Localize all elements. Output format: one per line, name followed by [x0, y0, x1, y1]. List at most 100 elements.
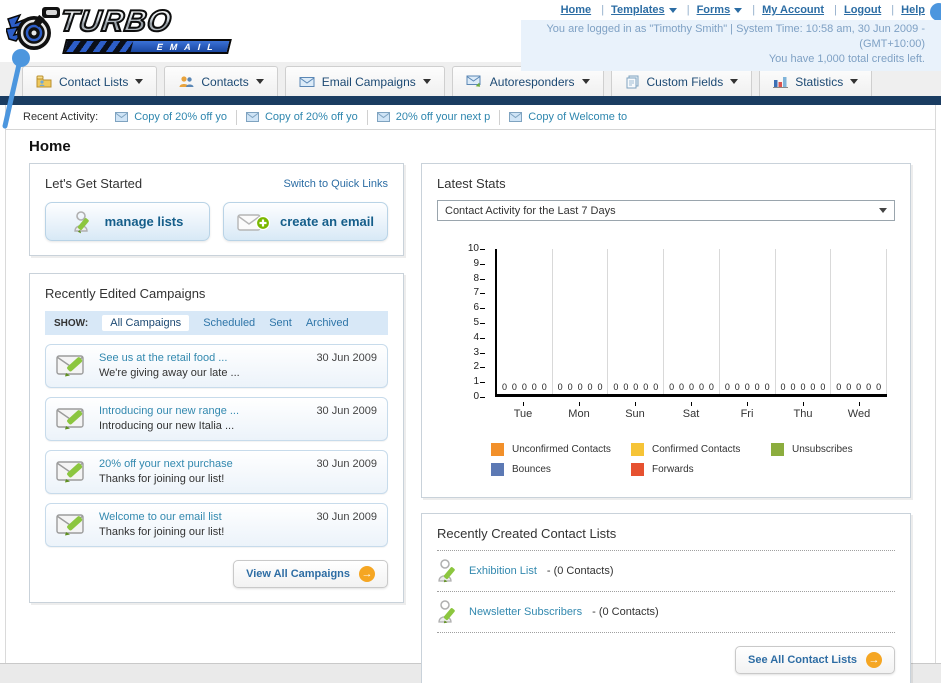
chart-ytick-label: 7: [473, 287, 479, 299]
legend-item: Forwards: [631, 463, 771, 476]
latest-stats-panel: Latest Stats Contact Activity for the La…: [421, 163, 911, 498]
main-content: Home Let's Get Started Switch to Quick L…: [5, 130, 936, 683]
chart-ytick-mark: [480, 278, 485, 280]
custom-fields-pages-icon: [625, 75, 640, 89]
person-pencil-icon: [72, 210, 96, 234]
switch-quick-links-link[interactable]: Switch to Quick Links: [283, 177, 388, 190]
logo-email-text: EMAIL: [155, 41, 222, 52]
contact-lists-panel: Recently Created Contact Lists Exhibitio…: [421, 513, 911, 683]
chart-ytick-mark: [480, 352, 485, 354]
contact-list-name-link[interactable]: Newsletter Subscribers: [469, 606, 583, 618]
navy-divider-bar: [0, 96, 941, 105]
legend-label: Unsubscribes: [792, 444, 853, 455]
nav-help[interactable]: Help: [884, 4, 925, 16]
nav-logout[interactable]: Logout: [827, 4, 881, 16]
campaign-row[interactable]: See us at the retail food ... We're givi…: [45, 344, 388, 388]
tab-label: Autoresponders: [489, 74, 575, 89]
get-started-panel: Let's Get Started Switch to Quick Links …: [29, 163, 404, 256]
chart-ytick-label: 2: [473, 361, 479, 373]
contact-list-count: - (0 Contacts): [546, 565, 614, 577]
campaign-row[interactable]: 20% off your next purchase Thanks for jo…: [45, 450, 388, 494]
contact-list-name-link[interactable]: Exhibition List: [469, 565, 537, 577]
chevron-down-icon: [422, 79, 431, 84]
campaign-title-link[interactable]: Welcome to our email list: [99, 511, 222, 523]
nav-my-account[interactable]: My Account: [745, 4, 824, 16]
see-all-contact-lists-button[interactable]: See All Contact Lists →: [734, 646, 895, 674]
chevron-down-icon: [135, 79, 144, 84]
recent-activity-item[interactable]: Copy of 20% off yo: [237, 109, 368, 125]
envelope-icon: [299, 76, 315, 88]
nav-forms[interactable]: Forms: [680, 4, 743, 16]
orange-arrow-icon: →: [359, 566, 375, 582]
chevron-down-icon: [255, 79, 264, 84]
view-all-campaigns-button[interactable]: View All Campaigns →: [233, 560, 388, 588]
chart-ytick-mark: [480, 397, 485, 398]
campaign-title-link[interactable]: See us at the retail food ...: [99, 352, 228, 364]
campaign-filter-bar: SHOW: All Campaigns Scheduled Sent Archi…: [45, 311, 388, 335]
campaign-subtitle: Thanks for joining our list!: [99, 526, 225, 538]
legend-swatch: [491, 463, 504, 476]
campaign-title-link[interactable]: 20% off your next purchase: [99, 458, 233, 470]
campaign-row[interactable]: Introducing our new range ... Introducin…: [45, 397, 388, 441]
recent-activity-item[interactable]: 20% off your next p: [368, 109, 501, 125]
activity-link: Copy of Welcome to: [528, 111, 628, 123]
envelope-plus-icon: [237, 211, 271, 233]
nav-home[interactable]: Home: [560, 4, 592, 16]
tab-label: Email Campaigns: [321, 74, 416, 89]
filter-all-campaigns[interactable]: All Campaigns: [102, 315, 190, 331]
legend-item: Unsubscribes: [771, 443, 911, 456]
recent-activity-label: Recent Activity:: [23, 111, 99, 123]
campaign-date: 30 Jun 2009: [316, 511, 377, 523]
filter-archived[interactable]: Archived: [305, 317, 349, 329]
campaign-text: Welcome to our email list Thanks for joi…: [99, 511, 307, 539]
tab-contact-lists[interactable]: Contact Lists: [22, 66, 158, 96]
stats-dropdown-value: Contact Activity for the Last 7 Days: [445, 204, 616, 217]
contact-list-row[interactable]: Exhibition List - (0 Contacts): [437, 551, 895, 592]
campaigns-title: Recently Edited Campaigns: [45, 286, 206, 301]
create-email-button[interactable]: create an email: [223, 202, 388, 241]
activity-link: Copy of 20% off yo: [134, 111, 227, 123]
orange-arrow-icon: →: [866, 652, 882, 668]
legend-label: Confirmed Contacts: [652, 444, 741, 455]
tab-email-campaigns[interactable]: Email Campaigns: [284, 66, 445, 96]
tab-statistics[interactable]: Statistics: [759, 66, 873, 96]
chart-ytick-mark: [480, 337, 485, 339]
recent-activity-item[interactable]: Copy of 20% off yo: [106, 109, 237, 125]
chart-ytick-mark: [480, 382, 485, 384]
right-column: Latest Stats Contact Activity for the La…: [421, 163, 911, 683]
campaign-title-link[interactable]: Introducing our new range ...: [99, 405, 240, 417]
activity-link: 20% off your next p: [395, 111, 491, 123]
nav-templates[interactable]: Templates: [594, 4, 677, 16]
campaign-subtitle: Thanks for joining our list!: [99, 473, 225, 485]
envelope-icon: [115, 112, 129, 122]
contacts-people-icon: [178, 75, 194, 88]
tab-custom-fields[interactable]: Custom Fields: [610, 66, 753, 96]
stats-period-dropdown[interactable]: Contact Activity for the Last 7 Days: [437, 200, 895, 221]
filter-scheduled[interactable]: Scheduled: [203, 317, 256, 329]
manage-lists-button[interactable]: manage lists: [45, 202, 210, 241]
help-bubble-icon[interactable]: [930, 3, 941, 21]
filter-sent[interactable]: Sent: [269, 317, 292, 329]
chevron-down-icon: [734, 7, 743, 13]
tab-label: Contact Lists: [59, 74, 129, 89]
turbo-email-logo[interactable]: TURBO EMAIL: [6, 3, 256, 59]
campaign-row[interactable]: Welcome to our email list Thanks for joi…: [45, 503, 388, 547]
contact-list-row[interactable]: Newsletter Subscribers - (0 Contacts): [437, 592, 895, 633]
create-email-label: create an email: [280, 214, 374, 229]
recent-activity-bar: Recent Activity: Copy of 20% off yo Copy…: [5, 105, 936, 130]
chart-day-label: Tue: [495, 402, 551, 420]
tab-contacts[interactable]: Contacts: [164, 66, 278, 96]
legend-swatch: [491, 443, 504, 456]
recent-activity-item[interactable]: Copy of Welcome to: [500, 110, 636, 125]
turbocharger-logo-icon: [6, 5, 64, 55]
chart-day-label: Wed: [831, 402, 887, 420]
